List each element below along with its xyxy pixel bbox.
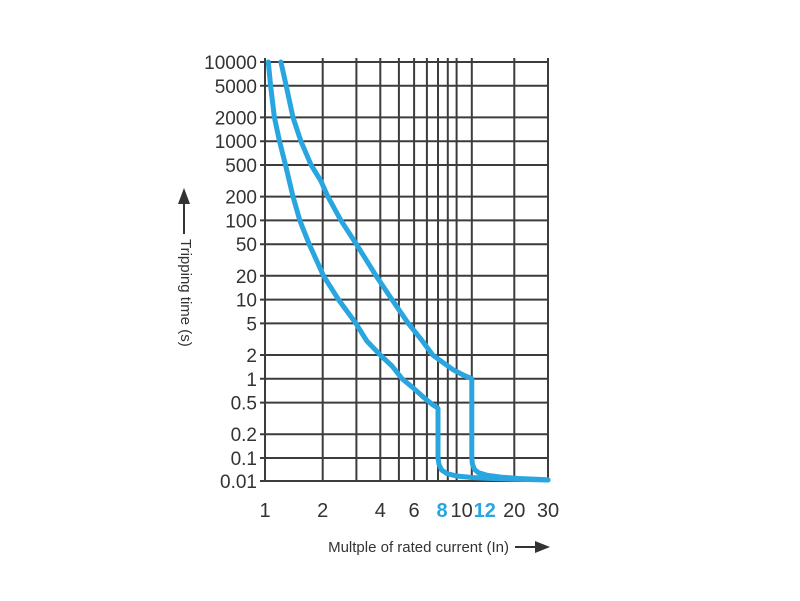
x-axis-tick-labels: 1 2 4 6 8 10 12 20 30: [259, 500, 559, 522]
x-tick-label-1: 1: [259, 500, 270, 522]
x-tick-label-10: 10: [450, 500, 472, 522]
y-tick-label-2: 2: [246, 346, 257, 367]
y-tick-label-1: 1: [246, 370, 257, 391]
trip-curve-lower-trip-limit: [265, 59, 551, 483]
y-tick-label-10000: 10000: [204, 53, 257, 74]
y-tick-label-5000: 5000: [215, 77, 257, 98]
x-axis-title-group: Multple of rated current (In): [328, 539, 550, 556]
y-tick-label-2000: 2000: [215, 108, 257, 129]
y-tick-label-0.5: 0.5: [231, 394, 257, 415]
trip-curves: [265, 59, 551, 483]
y-tick-label-0.01: 0.01: [220, 472, 257, 493]
y-tick-label-0.2: 0.2: [231, 425, 257, 446]
y-axis-title-group: Tripping time (s): [177, 188, 194, 347]
y-tick-label-10: 10: [236, 291, 257, 312]
x-tick-label-4: 4: [375, 500, 386, 522]
x-tick-label-20: 20: [503, 500, 525, 522]
right-arrow-icon: [535, 541, 550, 553]
y-axis-title: Tripping time (s): [177, 239, 194, 347]
y-tick-label-0.1: 0.1: [231, 449, 257, 470]
x-tick-label-12: 12: [474, 500, 496, 522]
y-tick-label-20: 20: [236, 267, 257, 288]
x-axis-title: Multple of rated current (In): [328, 539, 509, 556]
y-tick-label-50: 50: [236, 235, 257, 256]
up-arrow-icon: [178, 188, 190, 204]
grid: [260, 58, 549, 482]
x-tick-label-2: 2: [317, 500, 328, 522]
x-tick-label-30: 30: [537, 500, 559, 522]
trip-curve-upper-trip-limit: [278, 59, 551, 483]
x-tick-label-8: 8: [436, 500, 447, 522]
y-tick-label-500: 500: [225, 156, 257, 177]
y-tick-label-5: 5: [246, 314, 257, 335]
x-tick-label-6: 6: [409, 500, 420, 522]
y-tick-label-1000: 1000: [215, 132, 257, 153]
y-tick-label-200: 200: [225, 188, 257, 209]
y-tick-label-100: 100: [225, 211, 257, 232]
